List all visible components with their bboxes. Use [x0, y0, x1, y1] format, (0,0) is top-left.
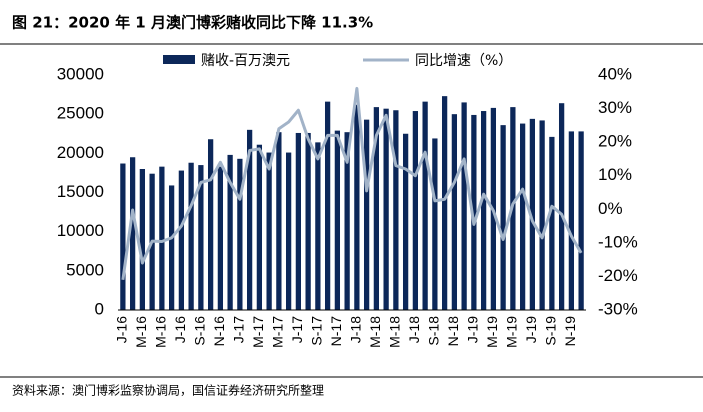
x-tick-label: J-16 [172, 316, 188, 343]
bar [539, 120, 545, 310]
x-tick-label: M-17 [270, 316, 286, 348]
bar [373, 107, 380, 310]
bar [285, 152, 292, 310]
x-tick-label: M-18 [367, 316, 383, 348]
bar [198, 165, 204, 310]
legend-swatch [163, 55, 195, 64]
y2-tick-label: -20% [598, 266, 638, 285]
bar [402, 133, 409, 310]
bar [178, 170, 185, 310]
bar [441, 96, 448, 311]
y2-tick-label: -30% [598, 299, 638, 318]
y2-tick-label: 30% [598, 98, 632, 117]
bar [412, 111, 419, 311]
x-tick-label: M-17 [250, 316, 266, 348]
x-tick-label: N-17 [328, 316, 344, 347]
x-tick-label: N-16 [211, 316, 227, 347]
x-tick-label: J-18 [406, 316, 422, 343]
x-tick-label: N-19 [562, 316, 578, 347]
legend-label: 同比增速（%） [415, 53, 512, 69]
bar [432, 138, 438, 310]
bar [422, 101, 428, 310]
x-tick-label: J-19 [465, 316, 481, 343]
x-tick-label: S-18 [426, 316, 442, 346]
bar [558, 103, 565, 310]
bar [295, 132, 302, 310]
bar [471, 114, 477, 310]
growth-line [121, 86, 583, 280]
bar [578, 131, 584, 310]
bar [207, 139, 214, 310]
bar [188, 162, 194, 310]
bar [324, 101, 331, 310]
bar [334, 130, 341, 310]
x-tick-label: M-18 [387, 316, 403, 348]
x-tick-label: M-16 [133, 316, 149, 348]
y-tick-label: 30000 [57, 64, 104, 83]
bar [480, 111, 487, 311]
bar [120, 163, 126, 310]
bar [168, 185, 175, 310]
x-tick-label: M-16 [153, 316, 169, 348]
source: 资料来源：澳门博彩监察协调局，国信证券经济研究所整理 [12, 383, 324, 398]
x-tick-label: J-16 [114, 316, 130, 343]
bar [451, 114, 458, 311]
x-tick-label: M-19 [504, 316, 520, 348]
bar [246, 129, 253, 310]
x-tick-label: J-17 [231, 316, 247, 343]
bar [159, 166, 165, 310]
bar [354, 104, 360, 311]
bar [568, 131, 575, 310]
bar [227, 154, 233, 310]
y-tick-label: 5000 [66, 260, 104, 279]
bar [529, 118, 536, 310]
bar [363, 119, 370, 311]
chart-title: 图 21：2020 年 1 月澳门博彩赌收同比下降 11.3% [12, 14, 373, 32]
bar [237, 158, 243, 310]
y-tick-label: 0 [95, 299, 104, 318]
bar [276, 132, 282, 310]
legend-label: 赌收-百万澳元 [201, 53, 290, 69]
y2-tick-label: 20% [598, 132, 632, 151]
y2-tick-label: 10% [598, 165, 632, 184]
y-tick-label: 10000 [57, 221, 104, 240]
x-tick-label: J-19 [523, 316, 539, 343]
y2-tick-label: 40% [598, 64, 632, 83]
bar [519, 123, 526, 310]
bar [315, 142, 321, 310]
bar [139, 169, 146, 310]
bar [461, 102, 467, 311]
bar [344, 132, 350, 310]
bar [393, 110, 399, 310]
bar [383, 108, 389, 310]
bar [217, 166, 224, 310]
bar [256, 144, 263, 310]
bar [266, 152, 272, 310]
x-tick-label: S-17 [309, 316, 325, 346]
y-tick-label: 20000 [57, 143, 104, 162]
y-tick-label: 15000 [57, 182, 104, 201]
bar [500, 125, 506, 310]
y2-tick-label: -10% [598, 232, 638, 251]
x-tick-label: S-16 [192, 316, 208, 346]
x-tick-label: J-18 [348, 316, 364, 343]
y-tick-label: 25000 [57, 104, 104, 123]
x-tick-label: S-19 [543, 316, 559, 346]
x-tick-label: N-18 [445, 316, 461, 347]
bar [305, 132, 311, 310]
x-tick-label: J-17 [289, 316, 305, 343]
bar [129, 157, 136, 310]
bar [549, 136, 555, 310]
x-tick-label: M-19 [484, 316, 500, 348]
y2-tick-label: 0% [598, 199, 623, 218]
